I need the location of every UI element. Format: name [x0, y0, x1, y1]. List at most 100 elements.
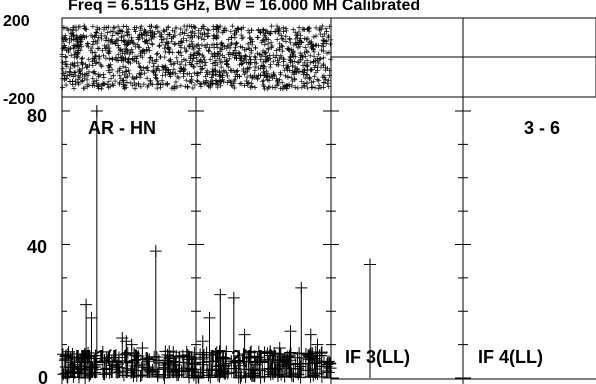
phase-noise-mark: [63, 37, 69, 43]
phase-noise-mark: [166, 46, 172, 52]
phase-noise-mark: [145, 45, 151, 51]
phase-noise-mark: [320, 74, 326, 80]
phase-noise-mark: [125, 59, 131, 65]
phase-noise-mark: [98, 62, 104, 68]
phase-noise-mark: [122, 51, 128, 57]
phase-noise-mark: [191, 24, 197, 30]
amp-noise-point: [247, 364, 260, 377]
phase-noise-mark: [104, 44, 110, 50]
phase-noise-mark: [168, 62, 174, 68]
phase-noise-mark: [229, 40, 235, 46]
phase-noise-mark: [175, 49, 181, 55]
phase-noise-mark: [232, 77, 238, 83]
amplitude-panel: 80 40 0 AR - HN 3 - 6 IF 1(LL) IF 2(LL) …: [27, 96, 596, 384]
phase-noise-mark: [156, 43, 162, 49]
phase-noise-mark: [120, 78, 126, 84]
amp-spike-point: [136, 341, 149, 354]
phase-noise-mark: [210, 66, 216, 72]
phase-noise-mark: [304, 58, 310, 64]
amp-noise-point: [249, 358, 262, 371]
phase-noise-mark: [290, 50, 296, 56]
phase-noise-mark: [124, 24, 130, 30]
phase-noise-mark: [110, 32, 116, 38]
phase-noise-mark: [311, 34, 317, 40]
phase-noise-mark: [304, 71, 310, 77]
phase-noise-mark: [154, 65, 160, 71]
phase-noise-mark: [298, 35, 304, 41]
phase-noise-mark: [310, 44, 316, 50]
phase-noise-mark: [181, 67, 187, 73]
phase-noise-mark: [143, 65, 149, 71]
phase-noise-mark: [163, 81, 169, 87]
phase-noise-mark: [179, 38, 185, 44]
phase-noise-mark: [304, 63, 310, 69]
phase-noise-mark: [65, 27, 71, 33]
phase-noise-mark: [300, 26, 306, 32]
amp-spike-point: [238, 328, 251, 341]
amp-noise-point: [322, 355, 335, 368]
phase-noise-mark: [115, 51, 121, 57]
phase-noise-mark: [89, 83, 95, 89]
amp-noise-point: [130, 349, 143, 362]
phase-noise-mark: [108, 28, 114, 34]
phase-noise-mark: [197, 63, 203, 69]
phase-noise-mark: [154, 51, 160, 57]
phase-noise-mark: [290, 27, 296, 33]
phase-noise-mark: [296, 25, 302, 31]
phase-noise-mark: [88, 32, 94, 38]
amp-noise-point: [322, 366, 335, 379]
phase-noise-mark: [233, 44, 239, 50]
phase-noise-mark: [90, 42, 96, 48]
phase-noise-mark: [259, 53, 265, 59]
amp-noise-point: [181, 348, 194, 361]
phase-noise-mark: [195, 51, 201, 57]
phase-noise-mark: [167, 31, 173, 37]
phase-noise-mark: [182, 67, 188, 73]
phase-noise-mark: [217, 78, 223, 84]
phase-noise-mark: [281, 58, 287, 64]
phase-noise-mark: [290, 68, 296, 74]
phase-noise-mark: [137, 31, 143, 37]
phase-noise-mark: [64, 48, 70, 54]
phase-noise-mark: [188, 55, 194, 61]
amp-spike-point: [203, 311, 216, 324]
phase-noise-mark: [157, 42, 163, 48]
phase-noise-mark: [183, 27, 189, 33]
phase-noise-mark: [69, 30, 75, 36]
phase-noise-mark: [268, 61, 274, 67]
amp-noise-point: [180, 345, 193, 358]
phase-noise-mark: [168, 57, 174, 63]
phase-noise-mark: [208, 80, 214, 86]
phase-noise-mark: [262, 42, 268, 48]
amp-noise-point: [106, 359, 119, 372]
phase-noise-mark: [255, 27, 261, 33]
phase-noise-mark: [177, 68, 183, 74]
phase-noise-mark: [154, 75, 160, 81]
phase-noise-mark: [144, 48, 150, 54]
phase-noise-mark: [106, 24, 112, 30]
phase-noise-mark: [321, 55, 327, 61]
phase-noise-mark: [136, 60, 142, 66]
phase-noise-mark: [95, 46, 101, 52]
subplot-label-if4: IF 4(LL): [478, 347, 543, 367]
phase-noise-mark: [86, 56, 92, 62]
phase-noise-mark: [295, 60, 301, 66]
amp-noise-point: [230, 366, 243, 379]
amp-noise-point: [158, 371, 171, 384]
phase-noise-mark: [254, 35, 260, 41]
phase-noise-mark: [246, 30, 252, 36]
phase-noise-mark: [111, 25, 117, 31]
phase-noise-mark: [227, 45, 233, 51]
phase-noise-mark: [189, 44, 195, 50]
phase-noise-mark: [259, 62, 265, 68]
phase-noise-mark: [202, 32, 208, 38]
phase-noise-mark: [139, 35, 145, 41]
phase-noise-mark: [224, 45, 230, 51]
phase-noise-mark: [274, 37, 280, 43]
phase-noise-mark: [301, 60, 307, 66]
amp-spike-point: [85, 311, 98, 324]
phase-noise-mark: [184, 84, 190, 90]
phase-noise-mark: [60, 66, 66, 72]
phase-noise-mark: [74, 37, 80, 43]
amp-noise-point: [220, 345, 233, 358]
